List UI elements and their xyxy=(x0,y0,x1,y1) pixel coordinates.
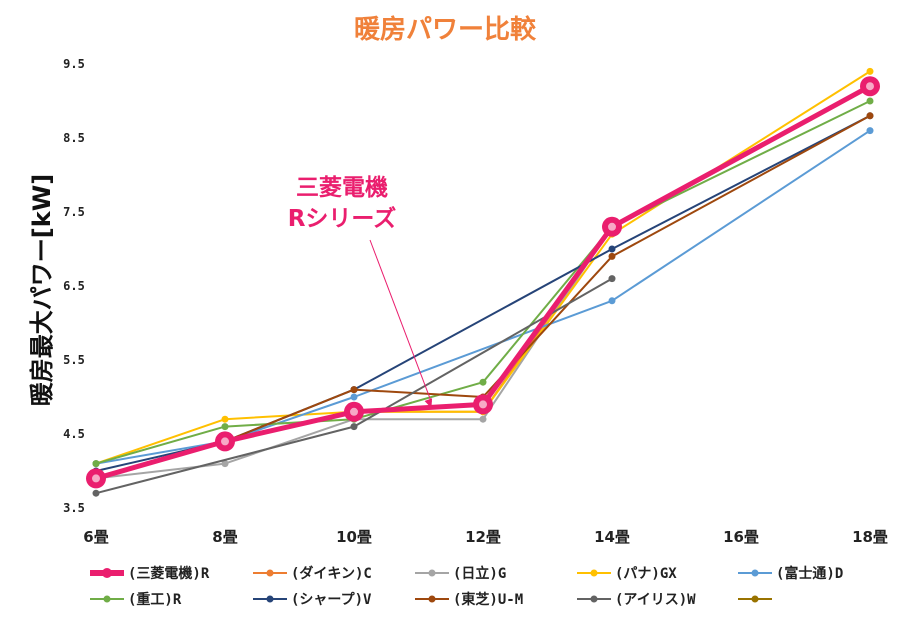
x-tick-label: 8畳 xyxy=(212,528,237,546)
legend-swatch-marker xyxy=(428,569,436,577)
legend-label: (三菱電機)R xyxy=(128,565,210,582)
x-tick-labels: 6畳 8畳 10畳 12畳 14畳 16畳 18畳 xyxy=(83,528,888,546)
chart-title: 暖房パワー比較 xyxy=(354,14,537,45)
y-tick-label: 6.5 xyxy=(63,279,85,293)
legend-item: (シャープ)V xyxy=(253,592,372,608)
legend-label: (アイリス)W xyxy=(615,592,696,608)
legend-swatch-marker xyxy=(266,569,274,577)
series-lines xyxy=(86,67,880,497)
series-point xyxy=(608,275,616,283)
legend-label: (重工)R xyxy=(128,591,182,608)
y-tick-labels: 3.5 4.5 5.5 6.5 7.5 8.5 9.5 xyxy=(63,57,85,515)
x-tick-label: 12畳 xyxy=(465,528,501,546)
series-point xyxy=(221,460,229,468)
legend-swatch-marker xyxy=(590,569,598,577)
series-point-inner xyxy=(608,222,616,231)
legend-item: (パナ)GX xyxy=(577,566,677,582)
x-tick-label: 10畳 xyxy=(336,528,372,546)
series-point xyxy=(608,245,616,253)
series-point xyxy=(608,252,616,260)
legend-label: (東芝)U-M xyxy=(453,591,523,608)
series-point xyxy=(479,415,487,423)
series-point xyxy=(221,415,229,423)
series-point xyxy=(350,423,358,431)
legend-swatch-marker xyxy=(751,595,759,603)
series-point-inner xyxy=(350,407,358,416)
legend-label: (日立)G xyxy=(453,565,506,582)
series-group xyxy=(86,76,880,489)
series-point-inner xyxy=(866,82,874,91)
legend-item: (重工)R xyxy=(90,591,182,608)
x-tick-label: 14畳 xyxy=(594,528,630,546)
series-line xyxy=(95,84,872,481)
series-point xyxy=(866,67,874,75)
legend-item: (アイリス)W xyxy=(577,592,696,608)
x-tick-label: 16畳 xyxy=(723,528,759,546)
y-tick-label: 5.5 xyxy=(63,353,85,367)
legend-swatch-marker xyxy=(428,595,436,603)
legend-swatch-marker xyxy=(751,569,759,577)
y-tick-label: 8.5 xyxy=(63,131,85,145)
series-point xyxy=(221,423,229,431)
legend-swatch-marker xyxy=(102,568,112,578)
legend-label: (ダイキン)C xyxy=(291,565,372,582)
legend-item: (日立)G xyxy=(415,565,506,582)
legend-item: (ダイキン)C xyxy=(253,565,372,582)
series-group xyxy=(92,112,874,482)
y-tick-label: 9.5 xyxy=(63,57,85,71)
series-line xyxy=(95,70,871,465)
annotation-arrow xyxy=(369,239,432,403)
series-group xyxy=(92,275,616,497)
legend-item: (東芝)U-M xyxy=(415,591,523,608)
y-tick-label: 4.5 xyxy=(63,427,85,441)
series-point xyxy=(608,297,616,305)
series-point xyxy=(92,460,100,468)
series-point xyxy=(866,97,874,105)
x-tick-label: 6畳 xyxy=(83,528,108,546)
series-point xyxy=(479,378,487,386)
x-tick-label: 18畳 xyxy=(852,528,888,546)
annotation-line-1: 三菱電機 xyxy=(296,174,388,201)
legend-label: (パナ)GX xyxy=(615,566,677,582)
y-axis-label: 暖房最大パワー[kW] xyxy=(28,174,56,406)
legend-label: (富士通)D xyxy=(776,565,843,582)
y-tick-label: 3.5 xyxy=(63,501,85,515)
y-tick-label: 7.5 xyxy=(63,205,85,219)
legend-item: (富士通)D xyxy=(738,565,843,582)
annotation: 三菱電機 Rシリーズ xyxy=(288,174,433,409)
series-point xyxy=(866,112,874,120)
series-line xyxy=(95,277,613,495)
series-point-inner xyxy=(479,400,487,409)
legend-item xyxy=(738,595,772,603)
series-point-inner xyxy=(92,474,100,483)
legend: (三菱電機)R (ダイキン)C (日立)G (パナ)GX (富士通)D (重工)R (シャー… xyxy=(90,565,843,608)
legend-swatch-marker xyxy=(103,595,111,603)
legend-swatch-marker xyxy=(266,595,274,603)
series-point-inner xyxy=(221,437,229,446)
legend-label: (シャープ)V xyxy=(291,592,372,608)
series-point xyxy=(866,127,874,135)
legend-item: (三菱電機)R xyxy=(90,565,210,582)
series-point xyxy=(350,393,358,401)
legend-swatch-marker xyxy=(590,595,598,603)
annotation-line-2: Rシリーズ xyxy=(288,205,397,232)
annotation-arrowhead xyxy=(424,398,433,409)
series-point xyxy=(350,386,358,394)
series-point xyxy=(92,489,100,497)
